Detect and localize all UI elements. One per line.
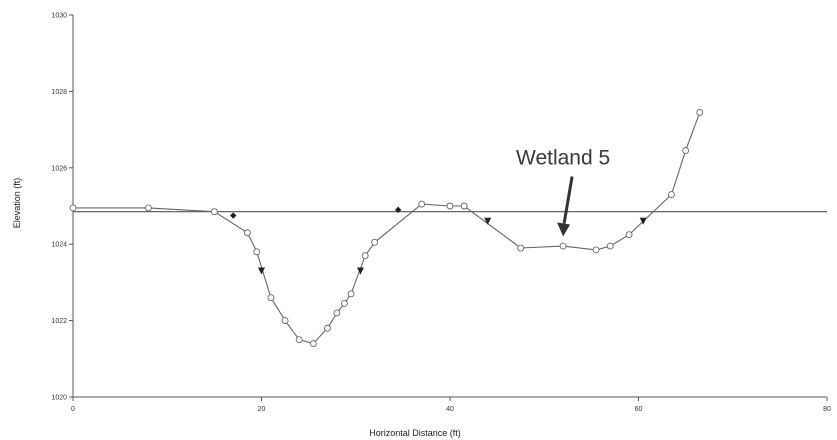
x-tick-label: 20 — [258, 406, 266, 413]
data-point — [340, 299, 348, 307]
y-tick-label: 1026 — [51, 165, 67, 172]
data-point — [460, 202, 468, 210]
annotation-arrow-shaft — [562, 176, 574, 224]
water-level-triangle-marker — [258, 267, 265, 275]
water-level-triangle-marker — [639, 217, 647, 225]
data-point — [625, 231, 633, 239]
data-point — [559, 242, 567, 250]
data-point — [446, 202, 454, 210]
data-point — [309, 340, 317, 347]
data-point — [333, 309, 341, 317]
water-level-triangle-marker — [356, 267, 364, 275]
data-point — [324, 324, 331, 332]
data-point — [592, 246, 600, 254]
x-axis-title: Horizontal Distance (ft) — [369, 428, 461, 438]
intersection-marker — [230, 212, 237, 219]
annotation-arrow-head — [557, 222, 571, 237]
annotation-label: Wetland 5 — [516, 147, 610, 170]
data-point — [418, 200, 426, 208]
data-point — [144, 204, 152, 212]
water-level-triangle-marker — [484, 217, 492, 225]
y-axis-title: Elevation (ft) — [12, 178, 22, 229]
data-point — [69, 204, 77, 212]
data-point — [371, 238, 379, 246]
data-point — [696, 108, 704, 116]
data-point — [243, 229, 251, 237]
data-point — [347, 290, 355, 298]
y-tick-label: 1020 — [51, 395, 67, 402]
marker-layer — [230, 206, 647, 275]
annotation-layer: Wetland 5 — [516, 147, 610, 237]
data-point — [606, 242, 614, 250]
intersection-marker — [394, 206, 402, 214]
x-tick-label: 60 — [635, 406, 643, 413]
y-tick-label: 1028 — [51, 89, 67, 96]
data-point — [295, 336, 303, 344]
data-point — [668, 191, 675, 198]
y-tick-label: 1022 — [51, 318, 67, 325]
x-axis: 0 20 40 60 80 — [71, 396, 831, 413]
data-point — [267, 294, 275, 302]
data-point — [253, 248, 261, 256]
y-tick-label: 1024 — [51, 242, 67, 249]
data-point — [210, 208, 218, 216]
data-point — [517, 244, 525, 252]
y-tick-label: 1030 — [51, 13, 67, 20]
x-tick-label: 0 — [71, 406, 75, 413]
data-point — [281, 317, 289, 325]
data-point — [361, 252, 369, 260]
series-layer — [69, 108, 704, 347]
x-tick-label: 80 — [823, 406, 831, 413]
data-point — [682, 147, 690, 155]
x-tick-label: 40 — [446, 406, 454, 413]
